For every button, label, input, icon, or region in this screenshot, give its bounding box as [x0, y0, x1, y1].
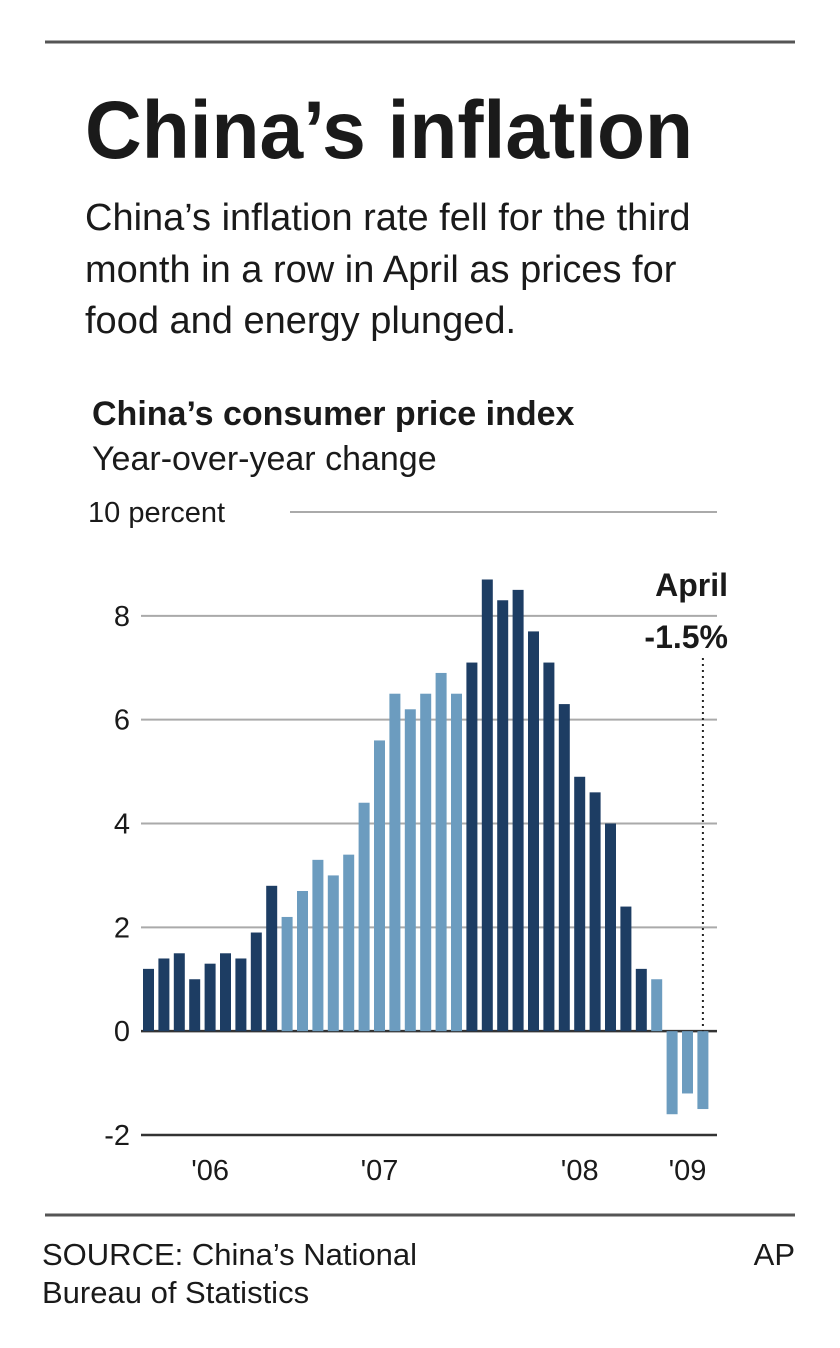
subtitle: food and energy plunged.: [85, 300, 516, 342]
credit: AP: [754, 1237, 795, 1272]
bar: [389, 693, 401, 1032]
bar: [235, 958, 247, 1032]
bar: [620, 906, 632, 1032]
bar: [574, 776, 586, 1032]
bar: [281, 916, 293, 1032]
y-tick-label: 10 percent: [88, 497, 225, 529]
bar: [497, 600, 509, 1032]
bar: [451, 693, 462, 1032]
y-tick-label: 8: [114, 601, 130, 633]
bar: [605, 823, 616, 1032]
chart-title: China’s consumer price index: [92, 395, 575, 433]
bar: [312, 859, 324, 1032]
bar: [158, 958, 170, 1032]
bar: [173, 953, 185, 1032]
bar: [666, 1031, 678, 1115]
subtitle: China’s inflation rate fell for the thir…: [85, 197, 691, 239]
x-tick-label: '06: [191, 1155, 229, 1187]
bar: [528, 631, 539, 1032]
bar: [327, 875, 339, 1032]
y-tick-label: -2: [104, 1120, 130, 1152]
bar: [404, 709, 416, 1032]
bar: [220, 953, 231, 1032]
bar: [651, 979, 663, 1032]
bar: [297, 890, 308, 1032]
bar: [697, 1031, 709, 1110]
bar: [189, 979, 201, 1032]
y-tick-label: 0: [114, 1016, 130, 1048]
bar: [343, 854, 355, 1032]
annotation: -1.5%: [644, 619, 728, 655]
bar: [266, 885, 278, 1032]
bar: [466, 662, 478, 1032]
x-tick-label: '09: [669, 1155, 707, 1187]
bar: [589, 792, 601, 1032]
bar: [420, 693, 432, 1032]
bar: [512, 589, 524, 1032]
bar: [358, 802, 370, 1032]
bar: [481, 579, 493, 1032]
bar: [250, 932, 262, 1032]
bar: [543, 662, 555, 1032]
subtitle: month in a row in April as prices for: [85, 249, 677, 291]
chart-subtitle: Year-over-year change: [92, 440, 437, 478]
bar: [635, 968, 647, 1032]
x-tick-label: '07: [361, 1155, 399, 1187]
bar: [682, 1031, 693, 1094]
x-tick-label: '08: [561, 1155, 599, 1187]
bar: [435, 672, 447, 1032]
bar: [143, 968, 154, 1032]
bar: [558, 704, 570, 1032]
y-tick-label: 4: [114, 809, 130, 841]
source: SOURCE: China’s National: [42, 1237, 417, 1272]
title: China’s inflation: [85, 85, 693, 176]
bar: [204, 963, 216, 1032]
y-tick-label: 2: [114, 912, 130, 944]
annotation: April: [655, 567, 728, 603]
bar: [374, 740, 385, 1032]
source: Bureau of Statistics: [42, 1275, 309, 1310]
y-tick-label: 6: [114, 705, 130, 737]
